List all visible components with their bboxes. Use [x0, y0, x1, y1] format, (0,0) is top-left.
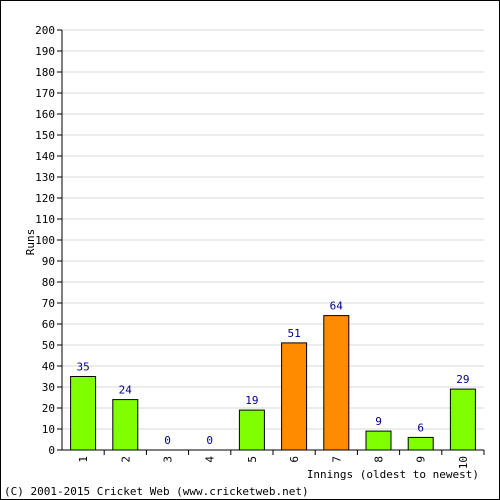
x-tick-label-6: 6	[288, 456, 301, 463]
bar-innings-1	[70, 376, 97, 451]
y-tick-label: 70	[42, 297, 55, 310]
x-tick-label-3: 3	[162, 456, 175, 463]
y-tick-label: 140	[35, 150, 55, 163]
y-tick-label: 120	[35, 192, 55, 205]
x-tick-label-2: 2	[119, 456, 132, 463]
bar-innings-9	[407, 436, 434, 451]
x-tick-label-1: 1	[77, 456, 90, 463]
x-tick-labels: 1 2 3 4 5 6 7 8 9 10	[77, 456, 470, 470]
data-label-9: 6	[417, 421, 424, 434]
data-label-5: 19	[245, 394, 258, 407]
y-tick-label: 0	[48, 444, 55, 457]
data-label-8: 9	[375, 415, 382, 428]
bars	[70, 315, 476, 451]
x-tick-label-8: 8	[373, 456, 386, 463]
y-tick-label: 60	[42, 318, 55, 331]
y-tick-label: 20	[42, 402, 55, 415]
x-tick-label-4: 4	[204, 456, 217, 463]
bar-innings-5	[238, 409, 265, 451]
bar-innings-8	[365, 430, 392, 451]
bar-innings-6	[281, 342, 308, 451]
y-axis-label: Runs	[24, 229, 37, 256]
x-tick-label-7: 7	[330, 456, 343, 463]
y-tick-label: 150	[35, 129, 55, 142]
y-tick-label: 10	[42, 423, 55, 436]
axes	[57, 29, 485, 455]
x-axis-label: Innings (oldest to newest)	[307, 468, 479, 481]
y-tick-label: 40	[42, 360, 55, 373]
data-label-2: 24	[119, 384, 133, 397]
y-tick-labels: 0 10 20 30 40 50 60 70 80 90 100 110 120 130 140 150 160…	[35, 24, 55, 457]
copyright-footer: (C) 2001-2015 Cricket Web (www.cricketwe…	[4, 485, 309, 498]
bar-innings-2	[112, 399, 139, 451]
y-tick-label: 160	[35, 108, 55, 121]
data-label-4: 0	[206, 434, 213, 447]
data-label-3: 0	[164, 434, 171, 447]
y-tick-label: 90	[42, 255, 55, 268]
y-tick-label: 200	[35, 24, 55, 37]
y-tick-label: 130	[35, 171, 55, 184]
y-tick-label: 180	[35, 66, 55, 79]
x-tick-label-9: 9	[415, 456, 428, 463]
data-label-1: 35	[76, 361, 89, 374]
bar-innings-10	[449, 388, 476, 451]
bar-innings-7	[323, 315, 350, 451]
data-label-6: 51	[287, 327, 300, 340]
y-tick-label: 100	[35, 234, 55, 247]
y-tick-label: 30	[42, 381, 55, 394]
data-label-10: 29	[456, 373, 469, 386]
x-tick-label-10: 10	[457, 456, 470, 469]
y-tick-label: 80	[42, 276, 55, 289]
y-tick-label: 50	[42, 339, 55, 352]
y-tick-label: 170	[35, 87, 55, 100]
x-tick-label-5: 5	[246, 456, 259, 463]
data-labels: 35 24 0 0 19 51 64 9 6 29	[76, 300, 469, 447]
data-label-7: 64	[330, 300, 344, 313]
y-tick-label: 190	[35, 45, 55, 58]
grid-lines	[62, 29, 484, 430]
y-tick-label: 110	[35, 213, 55, 226]
